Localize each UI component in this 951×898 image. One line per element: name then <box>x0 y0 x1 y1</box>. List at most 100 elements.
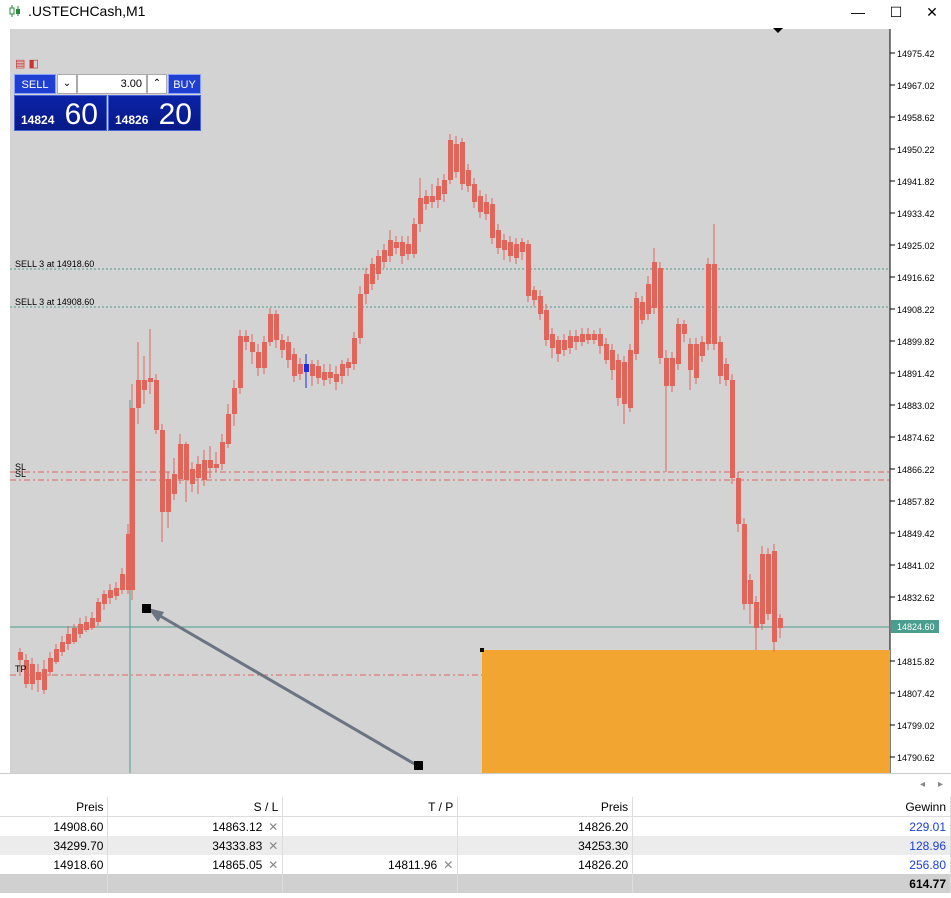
minimize-button[interactable]: — <box>851 4 865 20</box>
candle-body <box>682 324 687 334</box>
sl-cell[interactable]: 14863.12 ✕ <box>107 816 284 836</box>
candle-body <box>610 350 615 370</box>
candle-body <box>724 364 729 380</box>
candle-body <box>232 388 237 414</box>
candle-body <box>676 324 681 364</box>
table-header-row: Preis S / L T / P Preis Gewinn <box>0 797 951 817</box>
candle-body <box>448 140 453 180</box>
candle-body <box>78 624 83 634</box>
rectangle-object <box>482 650 890 773</box>
candle-body <box>178 444 183 479</box>
candle-body <box>154 380 159 430</box>
window-title: .USTECHCash,M1 <box>28 3 146 19</box>
price-tick-label: 14832.62 <box>897 593 935 603</box>
price-cell: 34253.30 <box>457 836 634 855</box>
chart-canvas[interactable]: 14975.42 14967.02 14958.62 14950.22 14941.82… <box>0 24 951 773</box>
col-header-tp[interactable]: T / P <box>282 797 459 817</box>
candle-body <box>214 464 219 468</box>
sl-value: 14863.12 <box>212 819 263 834</box>
candle-body <box>472 184 477 202</box>
candle-body <box>736 478 741 524</box>
volume-decrease-button[interactable]: ⌄ <box>57 74 77 94</box>
candle-body <box>316 366 321 378</box>
ask-price-prefix: 14826 <box>115 113 149 127</box>
order-line-label-sell1[interactable]: SELL 3 at 14918.60 <box>15 259 95 269</box>
maximize-button[interactable]: ☐ <box>889 4 903 20</box>
bid-price-prefix: 14824 <box>21 113 55 127</box>
total-profit: 614.77 <box>632 874 951 893</box>
candle-body <box>550 334 555 348</box>
candle-body <box>126 534 131 590</box>
stop-loss-label-1[interactable]: SL <box>15 462 27 472</box>
candle-body <box>382 250 387 262</box>
candle-body <box>130 408 135 590</box>
remove-tp-icon[interactable]: ✕ <box>443 857 454 872</box>
volume-increase-button[interactable]: ⌃ <box>147 74 167 94</box>
open-price-cell: 34299.70 <box>0 836 109 855</box>
scroll-right-icon[interactable]: ▸ <box>938 779 944 790</box>
tp-value: 14811.96 <box>388 857 438 872</box>
rectangle-anchor-handle <box>480 648 484 652</box>
candle-body <box>634 298 639 354</box>
candle-body <box>208 460 213 468</box>
candle-body <box>586 334 591 340</box>
order-line-label-sell2[interactable]: SELL 3 at 14908.60 <box>15 297 95 307</box>
arrow-anchor-handle-start <box>142 604 151 613</box>
candle-body <box>42 669 47 690</box>
candle-body <box>568 336 573 348</box>
bid-quote[interactable]: 14824 60 <box>14 95 107 131</box>
tp-cell[interactable] <box>282 816 459 836</box>
col-header-profit[interactable]: Gewinn <box>632 797 951 817</box>
table-row[interactable]: 14908.60 14863.12 ✕ 14826.20 229.01 <box>0 816 951 836</box>
remove-sl-icon[interactable]: ✕ <box>268 819 279 834</box>
sl-value: 14865.05 <box>212 857 263 872</box>
stop-loss-label-2[interactable]: SL <box>15 469 27 479</box>
col-header-sl[interactable]: S / L <box>107 797 284 817</box>
title-bar: .USTECHCash,M1 — ☐ ✕ <box>0 0 951 24</box>
bid-price-pips: 60 <box>64 98 98 131</box>
tp-cell[interactable] <box>282 836 459 855</box>
candle-body <box>376 256 381 274</box>
toolbox-scrollbar[interactable]: ◂ ▸ <box>0 773 951 798</box>
sell-button[interactable]: SELL <box>14 74 56 94</box>
remove-sl-icon[interactable]: ✕ <box>268 838 279 853</box>
candle-body <box>36 672 41 680</box>
ask-quote[interactable]: 14826 20 <box>108 95 201 131</box>
scroll-left-icon[interactable]: ◂ <box>920 779 926 790</box>
candle-body <box>694 344 699 378</box>
arrow-anchor-handle-end <box>414 761 423 770</box>
col-header-open-price[interactable]: Preis <box>0 797 109 817</box>
volume-input[interactable]: 3.00 <box>77 74 147 94</box>
price-chart[interactable]: 14975.42 14967.02 14958.62 14950.22 14941.82… <box>0 24 951 773</box>
candle-body <box>18 652 23 660</box>
candle-body <box>190 469 195 484</box>
sl-cell[interactable]: 34333.83 ✕ <box>107 836 284 855</box>
buy-button[interactable]: BUY <box>168 74 201 94</box>
candle-body <box>742 524 747 604</box>
trade-list-icon[interactable]: ▤ <box>15 58 26 70</box>
price-tick-label: 14799.02 <box>897 721 935 731</box>
candle-body <box>286 342 291 360</box>
candle-body <box>622 362 627 404</box>
candle-body <box>730 380 735 478</box>
close-button[interactable]: ✕ <box>926 4 938 20</box>
candle-body <box>160 430 165 512</box>
sl-value: 34333.83 <box>212 838 263 853</box>
candle-body <box>580 334 585 342</box>
price-tick-label: 14975.42 <box>897 49 935 59</box>
candle-body <box>364 274 369 294</box>
tp-cell[interactable]: 14811.96 ✕ <box>282 855 459 874</box>
candle-body <box>430 196 435 202</box>
col-header-price[interactable]: Preis <box>457 797 634 817</box>
take-profit-label[interactable]: TP <box>15 664 27 674</box>
remove-sl-icon[interactable]: ✕ <box>268 857 279 872</box>
candle-body <box>508 242 513 256</box>
sl-cell[interactable]: 14865.05 ✕ <box>107 855 284 874</box>
arrow-head-icon <box>148 608 164 622</box>
table-row[interactable]: 14918.60 14865.05 ✕ 14811.96 ✕ 14826.20 25… <box>0 855 951 874</box>
depth-of-market-icon[interactable]: ◧ <box>28 58 39 70</box>
candle-body <box>592 334 597 340</box>
table-row[interactable]: 34299.70 34333.83 ✕ 34253.30 128.96 <box>0 836 951 855</box>
candle-body <box>400 242 405 256</box>
candle-body <box>72 628 77 642</box>
